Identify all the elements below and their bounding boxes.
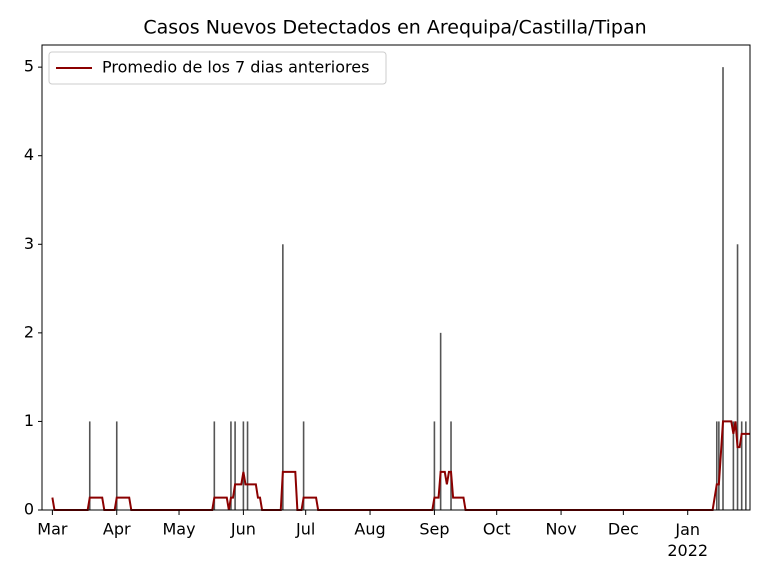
- bar: [282, 244, 284, 511]
- y-tick-label: 1: [24, 411, 34, 430]
- average-line: [51, 420, 750, 511]
- bar: [302, 421, 305, 510]
- legend-label: Promedio de los 7 dias anteriores: [102, 58, 369, 77]
- bar: [718, 421, 720, 510]
- bar: [740, 421, 743, 510]
- bar: [88, 421, 91, 510]
- bar: [715, 421, 718, 510]
- bar: [722, 67, 724, 511]
- x-tick-label: Oct: [483, 520, 511, 539]
- y-tick-label: 5: [24, 57, 34, 76]
- y-tick-label: 3: [24, 234, 34, 253]
- plot-frame: [41, 44, 751, 511]
- bar: [450, 421, 452, 510]
- x-tick-label: Jun: [230, 520, 256, 539]
- x-tick-label: Aug: [354, 520, 385, 539]
- bar: [736, 244, 739, 511]
- bar: [230, 421, 232, 510]
- chart-title: Casos Nuevos Detectados en Arequipa/Cast…: [143, 17, 646, 39]
- legend: Promedio de los 7 dias anteriores: [48, 51, 387, 85]
- bar: [433, 421, 436, 510]
- y-tick-label: 4: [24, 145, 34, 164]
- bar: [439, 332, 442, 510]
- x-tick-label: Sep: [419, 520, 449, 539]
- bar: [732, 421, 735, 510]
- bar: [246, 421, 249, 510]
- y-tick-label: 2: [24, 322, 34, 341]
- x-tick-label: Apr: [103, 520, 131, 539]
- x-tick-label: Jan 2022: [667, 520, 708, 560]
- x-tick-label: Mar: [37, 520, 68, 539]
- bar: [242, 421, 245, 510]
- x-tick-label: Jul: [295, 520, 315, 539]
- x-tick-label: Dec: [608, 520, 639, 539]
- x-tick-label: Nov: [545, 520, 576, 539]
- bar: [115, 421, 118, 510]
- x-tick-label: May: [162, 520, 195, 539]
- bar: [745, 421, 747, 510]
- y-tick-label: 0: [24, 500, 34, 519]
- legend-box: [48, 51, 387, 85]
- bar: [234, 421, 236, 510]
- bar: [213, 421, 216, 510]
